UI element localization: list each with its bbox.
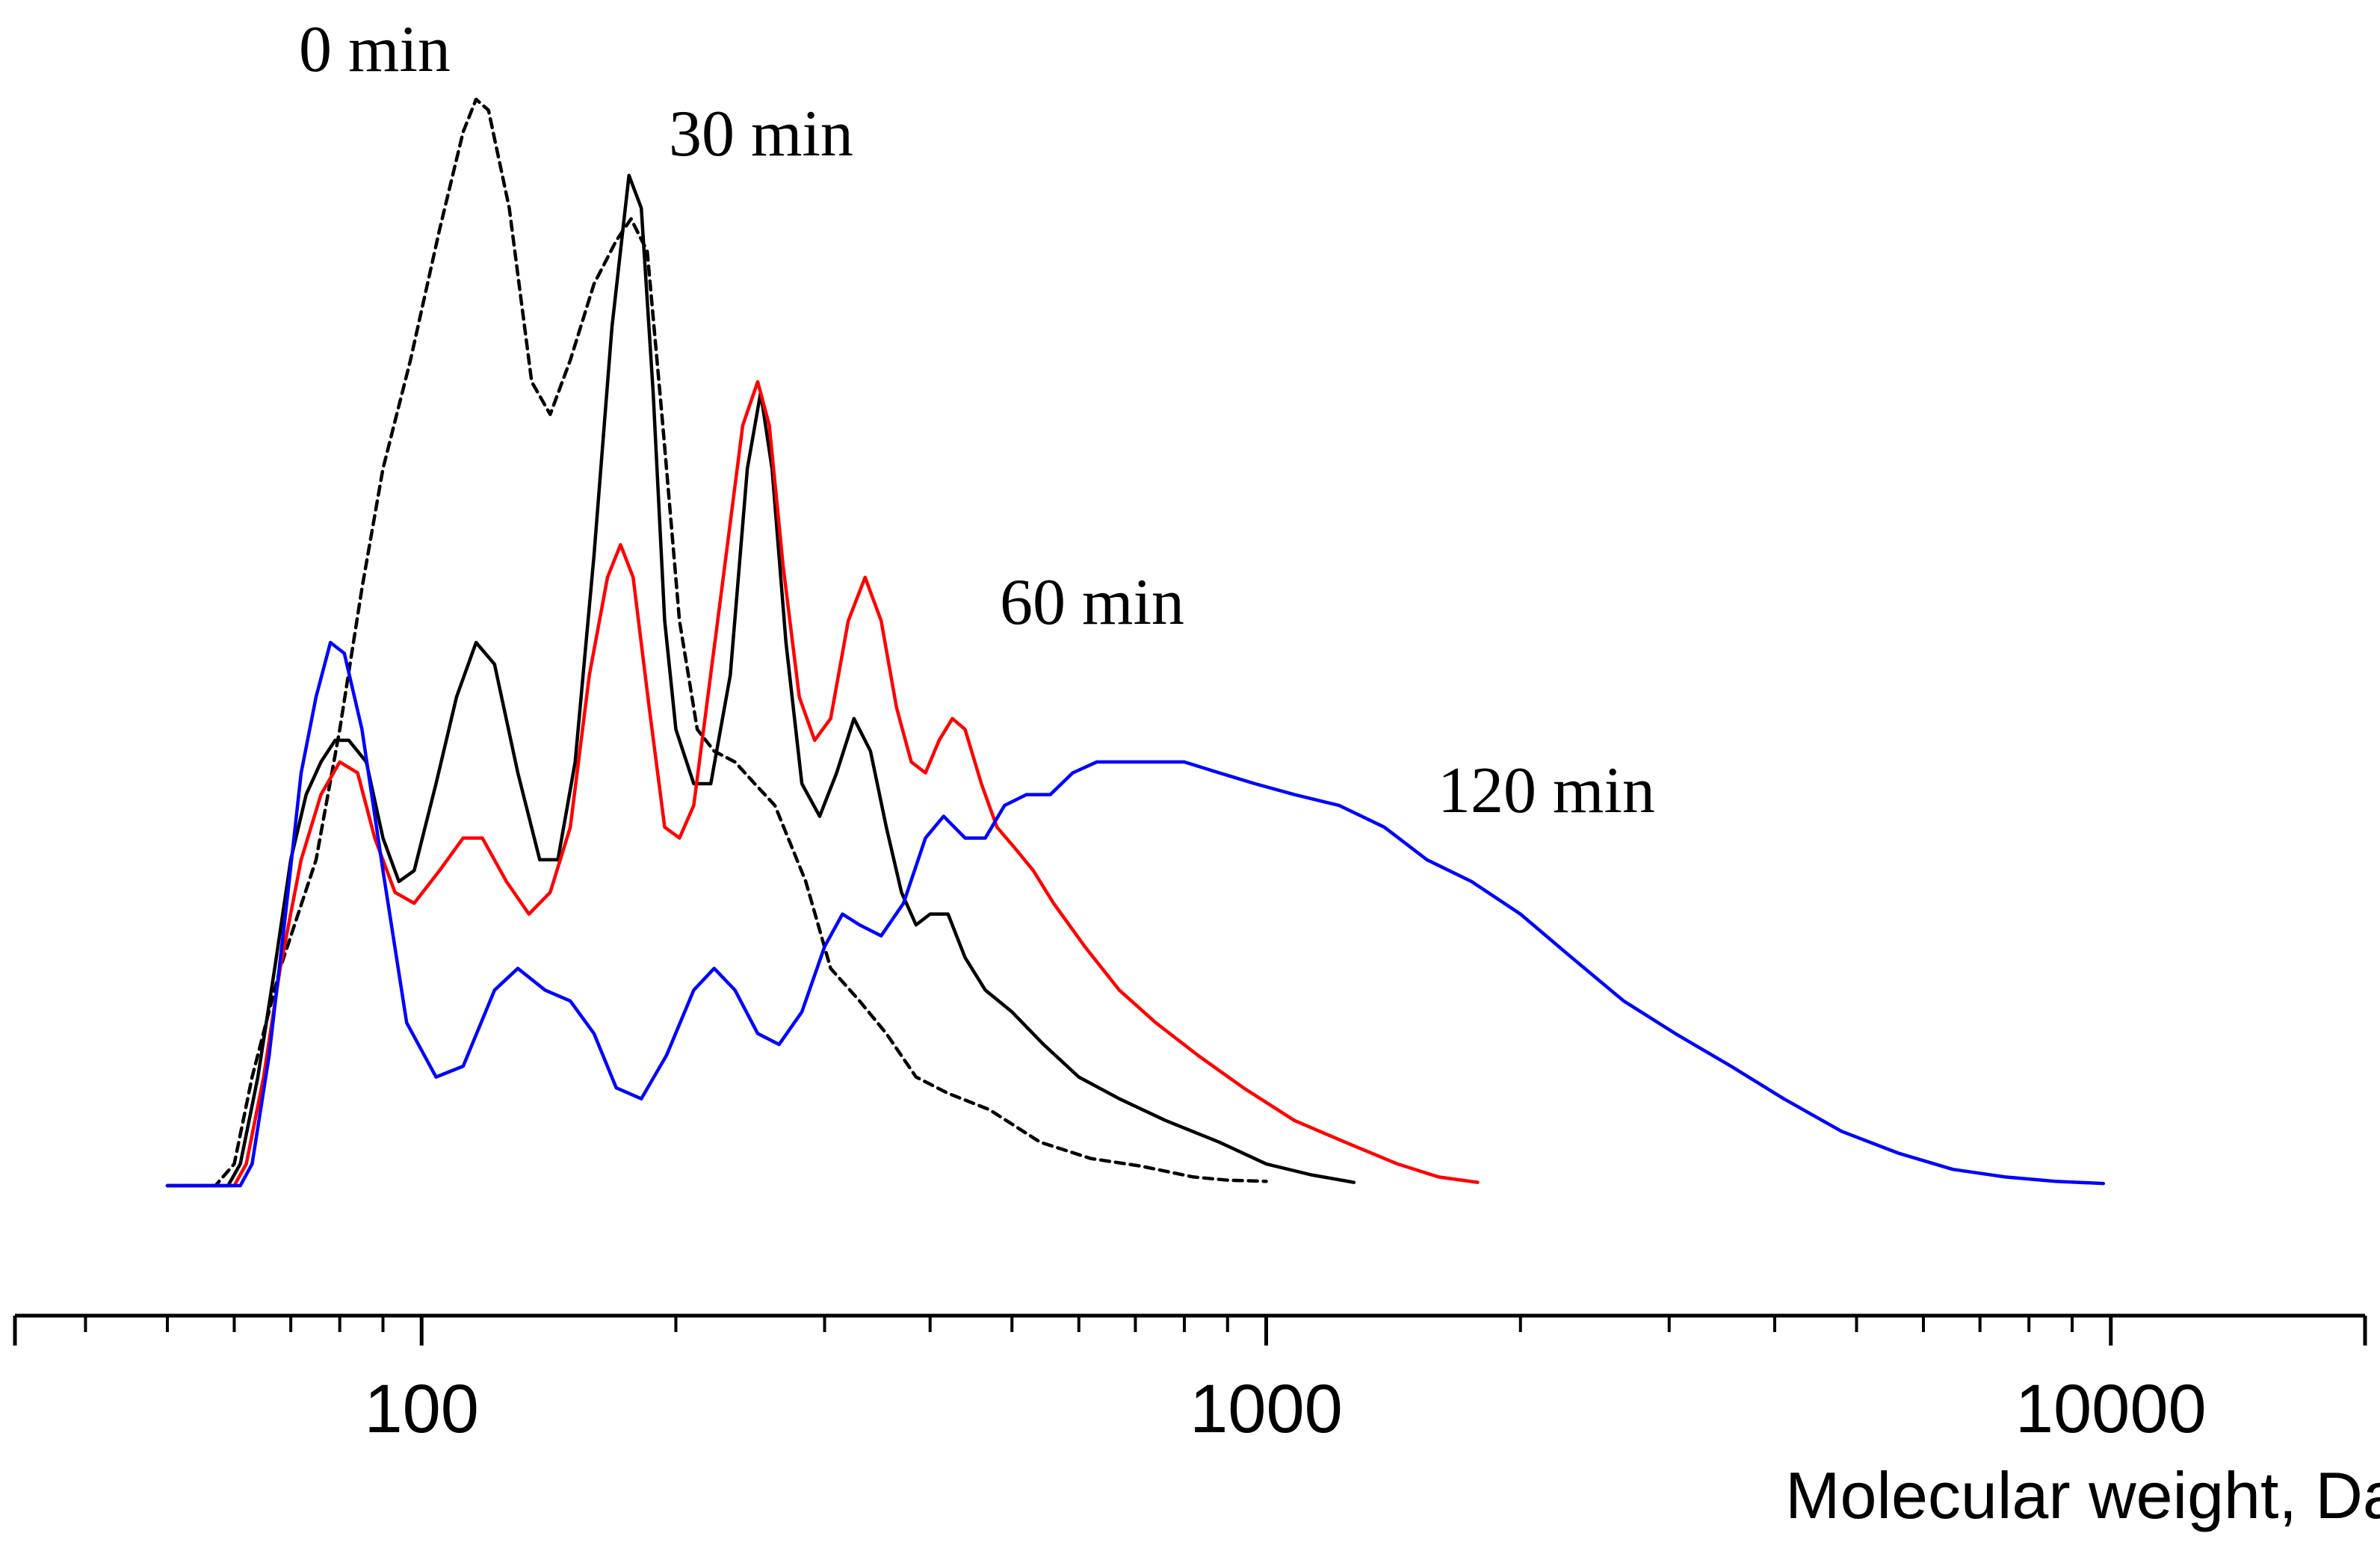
series-annotations: 0 min 30 min 60 min 120 min [299, 13, 1655, 827]
annotation-60-min: 60 min [1000, 566, 1184, 639]
x-tick-label: 1000 [1190, 1371, 1343, 1447]
annotation-30-min: 30 min [669, 98, 853, 170]
x-tick-label: 10000 [2015, 1371, 2207, 1447]
series-line-60-min [165, 380, 1480, 1188]
x-tick-labels: 100 1000 10000 [364, 1371, 2206, 1447]
series-line-0-min [165, 97, 1268, 1188]
series-line-120-min [165, 640, 2106, 1188]
x-axis-ticks [13, 1316, 2367, 1346]
annotation-120-min: 120 min [1438, 755, 1655, 827]
series-layer [165, 97, 2106, 1188]
annotation-0-min: 0 min [299, 13, 451, 86]
x-tick-label: 100 [364, 1371, 479, 1447]
series-line-30-min [165, 173, 1356, 1188]
x-axis-title: Molecular weight, Da [1785, 1458, 2380, 1532]
